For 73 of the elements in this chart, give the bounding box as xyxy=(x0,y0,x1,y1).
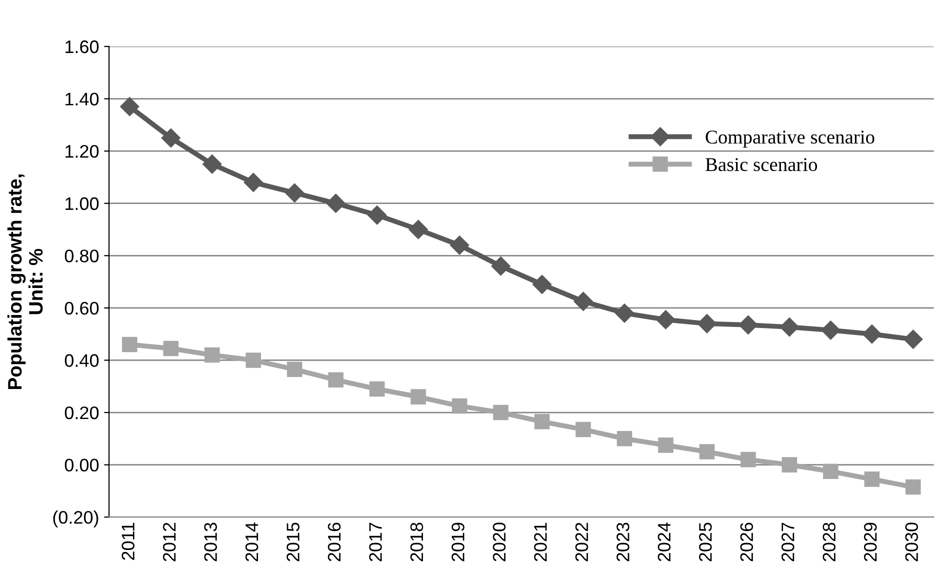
x-tick-label: 2018 xyxy=(410,522,424,562)
point xyxy=(576,422,591,438)
x-tick-label: 2024 xyxy=(658,522,671,562)
x-tick-label: 2023 xyxy=(616,522,630,562)
point xyxy=(614,304,634,323)
x-tick-label: 2013 xyxy=(204,522,217,562)
point xyxy=(122,336,138,352)
point xyxy=(823,464,838,479)
x-tick-label: 2027 xyxy=(782,522,794,562)
x-tick-label: 2015 xyxy=(286,522,300,562)
x-tick-label: 2025 xyxy=(699,522,712,562)
legend-label: Comparative scenario xyxy=(706,130,874,148)
x-tick-label: 2020 xyxy=(492,522,506,562)
point xyxy=(452,398,468,414)
y-tick-label: (0.20) xyxy=(53,510,98,528)
point xyxy=(204,347,220,363)
x-tick-label: 2026 xyxy=(740,522,754,562)
x-tick-label: 2016 xyxy=(328,522,341,562)
point xyxy=(656,310,676,330)
point xyxy=(450,236,470,255)
x-tick-label: 2029 xyxy=(864,522,877,562)
x-tick-label: 2028 xyxy=(822,522,836,562)
legend-label: Basic scenario xyxy=(706,158,818,172)
point xyxy=(532,274,552,294)
point xyxy=(368,206,387,225)
point xyxy=(864,472,880,487)
point xyxy=(326,194,346,213)
point xyxy=(738,315,758,334)
point xyxy=(534,414,550,430)
point xyxy=(408,220,428,240)
y-tick-label: 0.80 xyxy=(64,250,99,262)
point xyxy=(740,452,756,468)
point xyxy=(697,314,717,334)
y-tick-label: 0.20 xyxy=(64,406,99,420)
point xyxy=(161,128,180,148)
x-tick-label: 2017 xyxy=(369,522,382,562)
point xyxy=(369,381,385,397)
x-tick-label: 2011 xyxy=(122,522,134,560)
x-tick-label: 2021 xyxy=(534,522,547,562)
y-tick-label: 0.60 xyxy=(64,302,99,315)
point xyxy=(286,362,302,378)
y-tick-label: 1.20 xyxy=(66,144,99,158)
point xyxy=(491,256,510,276)
point xyxy=(202,154,222,174)
point xyxy=(244,172,263,192)
y-tick-label: 1.00 xyxy=(66,197,99,210)
point xyxy=(285,183,304,202)
point xyxy=(782,457,798,472)
point xyxy=(906,479,921,495)
point xyxy=(862,324,882,344)
point xyxy=(699,444,715,460)
y-tick-label: 0.40 xyxy=(64,354,99,367)
point xyxy=(658,438,674,453)
point xyxy=(574,292,593,311)
point xyxy=(120,97,140,116)
x-tick-label: 2012 xyxy=(162,522,176,562)
point xyxy=(493,404,508,420)
y-tick-label: 0.00 xyxy=(64,458,99,472)
point xyxy=(616,431,632,446)
y-tick-label: 1.60 xyxy=(66,40,99,54)
point xyxy=(246,352,261,368)
x-tick-label: 2014 xyxy=(245,522,258,562)
point xyxy=(410,389,426,404)
y-axis-title: Population growth rate, Unit: % xyxy=(7,174,43,390)
point xyxy=(328,372,344,388)
point xyxy=(163,340,179,356)
x-tick-label: 2030 xyxy=(905,522,918,562)
y-tick-label: 1.40 xyxy=(66,92,99,106)
x-tick-label: 2022 xyxy=(575,522,588,562)
point xyxy=(904,330,923,349)
point xyxy=(821,320,840,340)
x-tick-label: 2019 xyxy=(452,522,464,562)
point xyxy=(780,317,799,337)
